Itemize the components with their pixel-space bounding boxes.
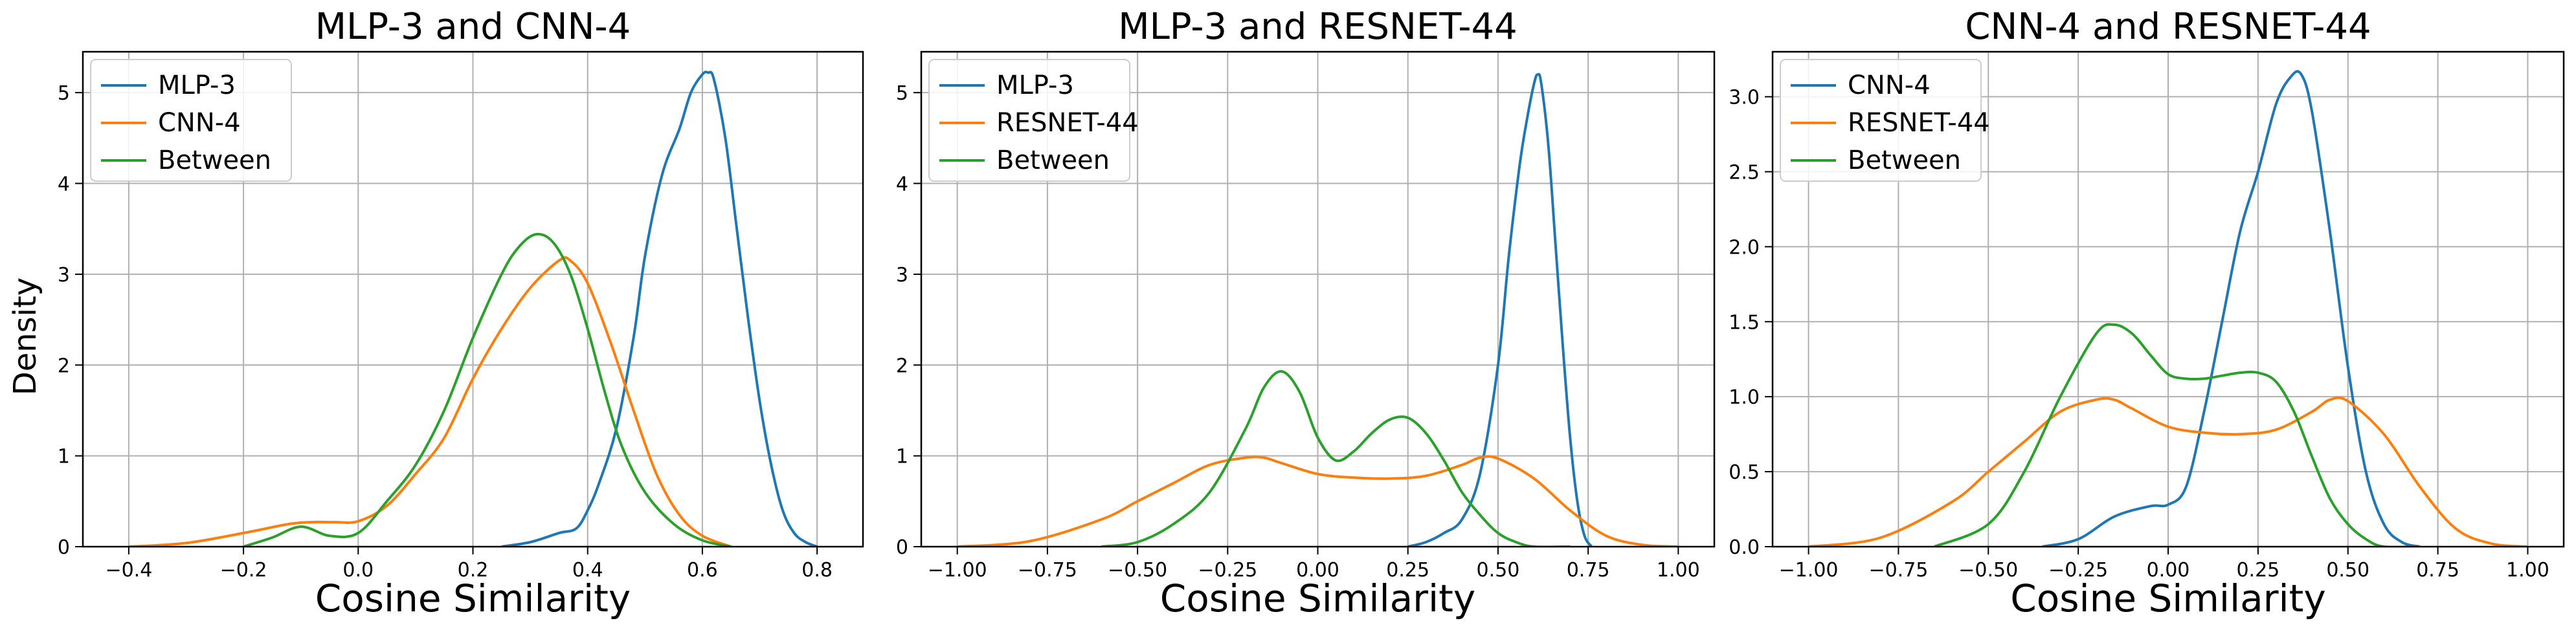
x-tick-label: 1.00 xyxy=(2506,559,2549,582)
x-tick-label: −0.4 xyxy=(105,559,152,582)
x-tick-label: 0.00 xyxy=(1296,559,1339,582)
legend-label: RESNET-44 xyxy=(1848,108,1990,138)
series-line-mlp-3 xyxy=(501,71,818,547)
x-tick-label: 0.2 xyxy=(458,559,489,582)
y-tick-label: 1 xyxy=(58,446,70,468)
y-tick-label: 1 xyxy=(896,446,908,468)
y-tick-label: 5 xyxy=(58,82,70,105)
chart-title: MLP-3 and CNN-4 xyxy=(315,6,631,48)
x-axis-label: Cosine Similarity xyxy=(2010,576,2325,620)
chart-panel-1: −0.4 −0.2 0.0 0.2 0.4 0.6 0.8 0 1 2 3 4 5 MLP-3 and C… xyxy=(58,6,864,620)
legend-label: RESNET-44 xyxy=(996,108,1139,138)
x-tick-label: 0.50 xyxy=(2326,559,2369,582)
x-tick-label: 0.6 xyxy=(687,559,718,582)
series-line-between xyxy=(1934,323,2420,547)
y-tick-label: 3.0 xyxy=(1729,87,1760,109)
chart-title: MLP-3 and RESNET-44 xyxy=(1118,6,1518,48)
x-axis-label: Cosine Similarity xyxy=(315,576,631,620)
legend-label: CNN-4 xyxy=(158,108,241,138)
y-tick-label: 0 xyxy=(896,536,908,559)
x-tick-label: −1.00 xyxy=(1779,559,1839,582)
legend-label: Between xyxy=(1848,146,1961,175)
x-tick-label: −0.25 xyxy=(1198,559,1257,582)
legend-label: Between xyxy=(158,146,271,175)
y-tick-label: 0.5 xyxy=(1729,461,1760,484)
series-lines xyxy=(1808,70,2528,547)
x-tick-label: −1.00 xyxy=(928,559,987,582)
x-tick-label: −0.2 xyxy=(220,559,267,582)
x-tick-label: 0.0 xyxy=(342,559,374,582)
y-tick-label: 4 xyxy=(58,173,70,196)
series-line-between xyxy=(243,232,732,547)
chart-panel-2: −1.00 −0.75 −0.50 −0.25 0.00 0.25 0.50 0.75 1.00… xyxy=(896,6,1716,620)
x-tick-label: 0.25 xyxy=(2236,559,2279,582)
x-tick-label: 0.75 xyxy=(1567,559,1610,582)
y-tick-label: 4 xyxy=(896,173,908,196)
legend: MLP-3 CNN-4 Between xyxy=(90,59,292,182)
legend-label: MLP-3 xyxy=(996,71,1074,100)
y-tick-label: 2.0 xyxy=(1729,236,1760,259)
series-lines xyxy=(957,72,1679,547)
x-axis-label: Cosine Similarity xyxy=(1160,576,1475,620)
x-tick-label: −0.75 xyxy=(1868,559,1928,582)
figure-ylabel: Density xyxy=(7,278,43,395)
x-tick-label: −0.75 xyxy=(1018,559,1077,582)
legend-box xyxy=(90,59,292,182)
y-tick-label: 2 xyxy=(896,355,908,377)
x-tick-label: 0.25 xyxy=(1386,559,1429,582)
y-tick-label: 1.5 xyxy=(1729,311,1760,334)
y-tick-label: 3 xyxy=(58,264,70,287)
y-tick-label: 1.0 xyxy=(1729,386,1760,409)
x-tick-label: 0.00 xyxy=(2147,559,2190,582)
y-tick-label: 0 xyxy=(58,536,70,559)
legend: MLP-3 RESNET-44 Between xyxy=(928,59,1139,182)
chart-panel-3: −1.00 −0.75 −0.50 −0.25 0.00 0.25 0.50 0.75 1.00… xyxy=(1729,6,2565,620)
x-tick-label: 0.4 xyxy=(572,559,603,582)
series-lines xyxy=(128,71,818,547)
legend: CNN-4 RESNET-44 Between xyxy=(1780,59,1990,182)
y-tick-label: 0.0 xyxy=(1729,536,1760,559)
series-line-mlp-3 xyxy=(1407,72,1593,547)
series-line-cnn-4 xyxy=(2042,70,2421,547)
x-tick-label: −0.25 xyxy=(2048,559,2108,582)
legend-label: Between xyxy=(996,146,1110,175)
legend-box xyxy=(1780,59,1982,182)
x-tick-label: 0.75 xyxy=(2416,559,2459,582)
legend-label: MLP-3 xyxy=(158,71,236,100)
y-tick-label: 2.5 xyxy=(1729,161,1760,184)
legend-box xyxy=(928,59,1130,182)
x-tick-label: 0.8 xyxy=(801,559,833,582)
series-line-between xyxy=(1101,370,1571,547)
x-tick-label: −0.50 xyxy=(1108,559,1167,582)
y-tick-label: 5 xyxy=(896,82,908,105)
legend-label: CNN-4 xyxy=(1848,71,1931,100)
x-tick-label: 0.50 xyxy=(1477,559,1520,582)
series-line-cnn-4 xyxy=(128,256,732,547)
chart-title: CNN-4 and RESNET-44 xyxy=(1965,6,2371,48)
x-tick-label: −0.50 xyxy=(1958,559,2018,582)
y-tick-label: 2 xyxy=(58,355,70,377)
series-line-resnet-44 xyxy=(957,455,1679,547)
series-line-resnet-44 xyxy=(1808,396,2528,547)
x-tick-label: 1.00 xyxy=(1657,559,1700,582)
y-tick-label: 3 xyxy=(896,264,908,287)
